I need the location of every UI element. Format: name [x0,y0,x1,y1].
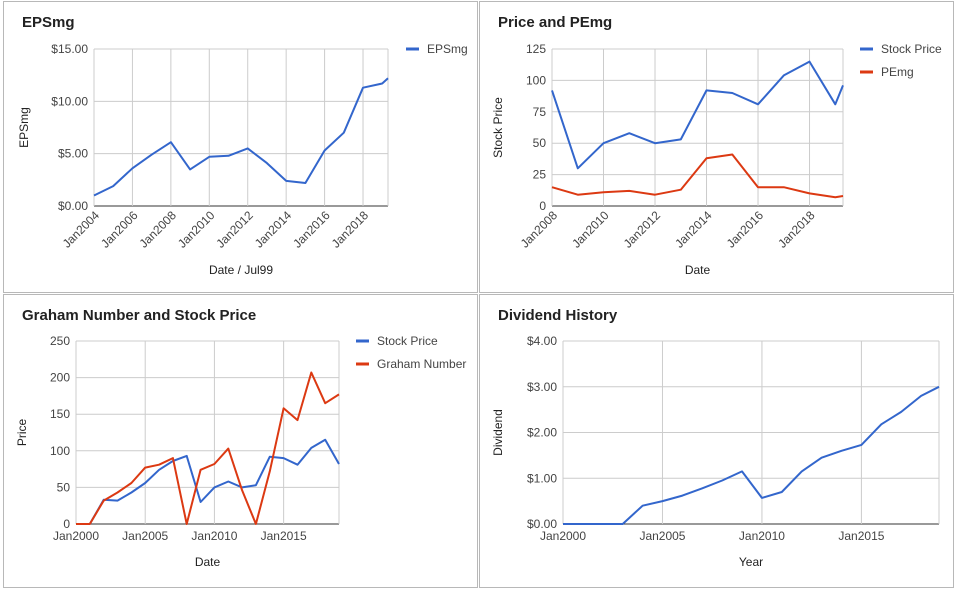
y-tick-label: 125 [526,42,546,56]
x-tick-label: Jan2005 [639,529,685,543]
legend-label: EPSmg [427,42,468,56]
y-axis-title: Stock Price [491,97,505,158]
chart-svg-graham: 0 50 100 150 200 250 Jan2000 Jan2005 Jan2010 Jan2… [15,334,466,569]
y-tick-label: 250 [50,334,70,348]
chart-panel-price-pemg: Price and PEmg 0 25 50 75 100 125 Jan2008 Jan20… [479,1,954,293]
y-tick-label: $15.00 [51,42,88,56]
series-line-epsmg [93,77,389,197]
y-tick-label: $10.00 [51,94,88,108]
chart-title: Dividend History [498,307,618,324]
y-tick-label: $4.00 [527,334,557,348]
chart-title: EPSmg [22,14,75,31]
y-tick-label: 100 [50,444,70,458]
y-tick-label: $1.00 [527,471,557,485]
x-tick-label: Jan2010 [191,529,237,543]
y-tick-label: $5.00 [58,147,88,161]
x-tick-label: Jan2010 [175,208,218,251]
x-tick-label: Jan2015 [261,529,307,543]
chart-panel-epsmg: EPSmg $0.00 $5.00 $10.00 $15.00 Jan2004 Jan20… [3,1,478,293]
x-axis-title: Year [739,555,763,569]
legend-label: Stock Price [377,334,438,348]
y-tick-label: 0 [539,199,546,213]
x-tick-label: Jan2014 [672,208,715,251]
series-line-dividend [563,385,940,525]
y-axis-title: EPSmg [17,107,31,148]
y-tick-label: $0.00 [58,199,88,213]
x-tick-label: Jan2015 [838,529,884,543]
legend-label: Graham Number [377,357,466,371]
series-line-graham-number [76,371,340,525]
x-axis-title: Date / Jul99 [209,263,273,277]
y-tick-label: 150 [50,407,70,421]
y-tick-label: $0.00 [527,517,557,531]
x-tick-label: Jan2008 [518,208,561,251]
y-tick-label: 100 [526,73,546,87]
x-tick-label: Jan2006 [98,208,141,251]
series-line-stock-price [76,438,340,525]
chart-title: Price and PEmg [498,14,613,31]
chart-svg-epsmg: $0.00$5.00$10.00$15.00Jan2004Jan2006Jan2… [17,42,468,277]
x-tick-label: Jan2018 [329,208,372,251]
y-tick-label: 0 [63,517,70,531]
y-axis-title: Price [15,419,29,447]
chart-svg-dividend: $0.00 $1.00 $2.00 $3.00 $4.00 Jan2000 Jan2005 J… [491,334,940,569]
x-tick-label: Jan2016 [290,208,333,251]
x-tick-label: Jan2010 [569,208,612,251]
y-axis-title: Dividend [491,409,505,456]
series-line-pemg [551,153,844,199]
x-axis-title: Date [685,263,711,277]
x-tick-label: Jan2012 [621,208,664,251]
x-tick-label: Jan2005 [122,529,168,543]
x-tick-label: Jan2008 [137,208,180,251]
x-tick-label: Jan2012 [213,208,256,251]
y-tick-label: 200 [50,371,70,385]
x-tick-label: Jan2018 [775,208,818,251]
x-axis-title: Date [195,555,221,569]
chart-panel-dividend: Dividend History $0.00 $1.00 $2.00 $3.00 $4.… [479,294,954,588]
x-tick-label: Jan2000 [540,529,586,543]
legend-label: Stock Price [881,42,942,56]
y-tick-label: $3.00 [527,380,557,394]
y-tick-label: 75 [533,105,547,119]
x-tick-label: Jan2014 [252,208,295,251]
chart-panel-graham: Graham Number and Stock Price 0 50 100 150 2… [3,294,478,588]
y-tick-label: 25 [533,168,547,182]
x-tick-label: Jan2016 [724,208,767,251]
x-tick-label: Jan2010 [739,529,785,543]
y-tick-label: 50 [57,480,71,494]
legend-label: PEmg [881,65,914,79]
x-tick-label: Jan2000 [53,529,99,543]
y-tick-label: 50 [533,136,547,150]
x-tick-label: Jan2004 [60,208,103,251]
chart-title: Graham Number and Stock Price [22,307,257,324]
series-line-stock-price [551,60,844,170]
y-tick-label: $2.00 [527,426,557,440]
